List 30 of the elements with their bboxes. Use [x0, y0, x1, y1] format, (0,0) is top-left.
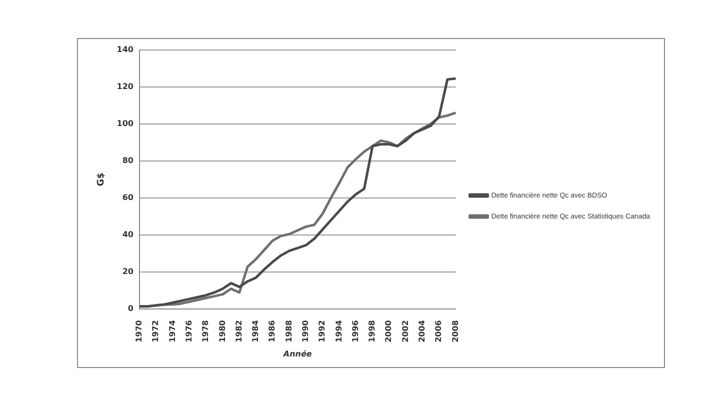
y-tick-label: 0 — [128, 304, 134, 314]
x-tick-label: 2008 — [450, 320, 460, 342]
y-tick-label: 120 — [116, 82, 134, 91]
x-tick-label: 1970 — [134, 320, 144, 342]
x-tick-label: 1992 — [318, 320, 327, 342]
y-tick-label: 100 — [116, 118, 134, 128]
y-axis-title: G$ — [96, 172, 107, 186]
x-tick-label: 1982 — [234, 320, 244, 342]
x-tick-label: 1998 — [368, 320, 377, 342]
x-tick-label: 1986 — [268, 320, 277, 342]
x-tick-label: 1994 — [334, 320, 344, 342]
x-tick-label: 1976 — [184, 320, 194, 342]
x-tick-label: 2000 — [384, 320, 394, 342]
y-tick-label: 80 — [122, 156, 134, 166]
y-tick-label: 140 — [116, 44, 134, 54]
x-tick-label: 2006 — [434, 320, 444, 342]
x-tick-label: 2004 — [418, 320, 427, 342]
y-tick-label: 40 — [122, 230, 134, 240]
y-tick-label: 20 — [122, 267, 134, 276]
x-tick-label: 1972 — [151, 320, 160, 342]
y-tick-label: 60 — [122, 193, 134, 202]
x-tick-label: 1980 — [218, 320, 227, 342]
x-tick-label: 1978 — [201, 320, 210, 342]
x-axis-title: Année — [282, 349, 312, 358]
x-tick-label: 1984 — [251, 320, 260, 342]
x-tick-label: 1990 — [301, 320, 310, 342]
x-tick-label: 1996 — [350, 320, 360, 342]
x-tick-label: 2002 — [400, 320, 410, 342]
x-tick-label: 1988 — [284, 320, 294, 342]
x-tick-label: 1974 — [168, 320, 177, 342]
